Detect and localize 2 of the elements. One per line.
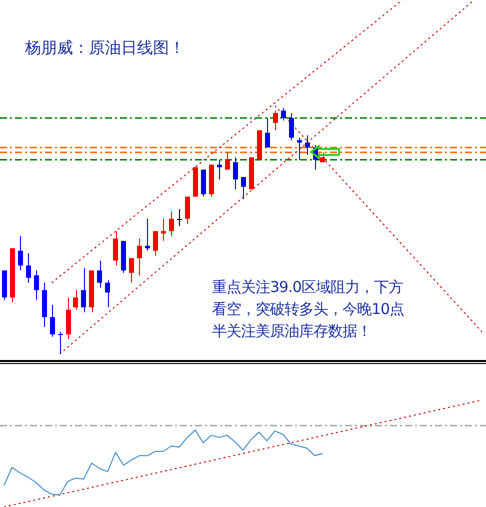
annotation: 重点关注39.0区域阻力，下方看空，突破转多头，今晚10点半关注美原油库存数据！ [212, 277, 406, 342]
chart-title: 杨朋威：原油日线图！ [25, 38, 185, 59]
